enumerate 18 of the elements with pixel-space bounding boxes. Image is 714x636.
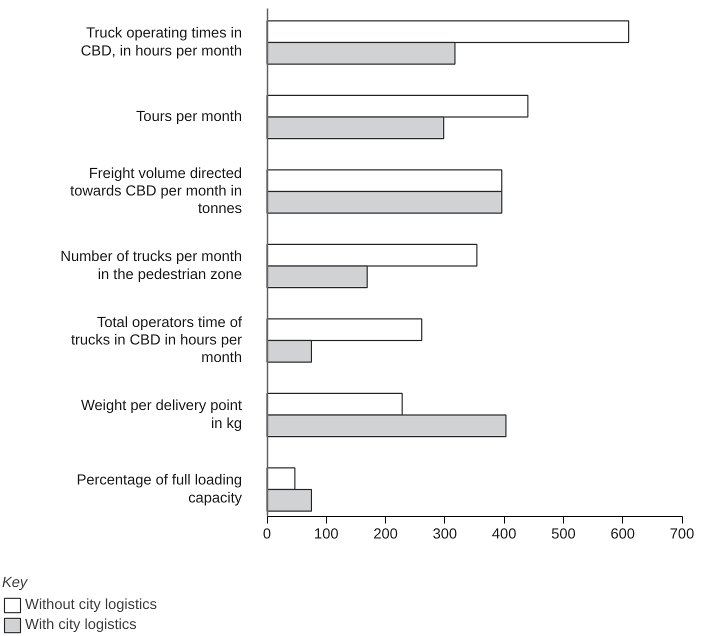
legend-title: Key [2, 575, 29, 591]
x-tick-label: 200 [373, 526, 398, 542]
x-tick-label: 300 [432, 526, 458, 542]
x-tick-label: 400 [492, 526, 516, 542]
y-tick-label: Weight per delivery point in kg [80, 398, 242, 432]
y-tick-label: Number of trucks per month in the pedestrian zone [60, 249, 242, 283]
x-tick-label: 500 [551, 526, 576, 542]
y-tick-label: Freight volume directed towards CBD per month in tonnes [70, 166, 242, 218]
legend-label: With city logistics [25, 616, 137, 634]
y-tick-label: Truck operating times in CBD, in hours per month [80, 26, 242, 60]
x-tick-label: 100 [314, 526, 339, 542]
x-tick-label: 0 [262, 526, 272, 542]
x-tick-label: 600 [610, 526, 635, 542]
y-tick-label: Total operators time of trucks in CBD in hours per month [70, 314, 243, 366]
legend-label: Without city logistics [25, 596, 157, 614]
y-tick-label: Percentage of full loading capacity [76, 472, 243, 506]
x-tick-label: 700 [670, 526, 694, 542]
y-tick-label: Tours per month [136, 109, 242, 125]
